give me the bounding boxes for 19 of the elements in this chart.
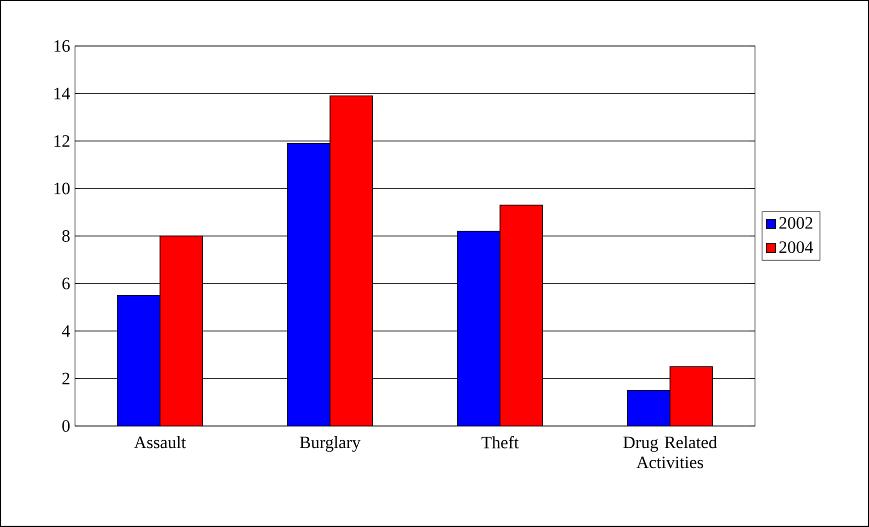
legend-label: 2002 (779, 217, 812, 229)
x-tick-label: Burglary (300, 436, 361, 452)
y-tick-label: 4 (62, 325, 70, 337)
y-tick-label: 12 (54, 135, 70, 147)
legend-label: 2004 (779, 241, 814, 254)
bar (117, 294, 160, 426)
y-tick-label: 14 (54, 88, 70, 100)
y-tick-label: 10 (54, 182, 70, 194)
y-tick-label: 2 (62, 372, 70, 384)
bar (287, 142, 330, 426)
y-tick-label: 16 (54, 40, 70, 52)
x-tick-label: Assault (134, 436, 186, 448)
x-tick-label: Theft (482, 436, 519, 448)
y-tick-label: 0 (62, 420, 70, 432)
x-tick-label: Drug Related Activities (623, 436, 717, 468)
y-tick-label: 8 (62, 230, 70, 242)
bar (457, 230, 500, 426)
bar (627, 390, 670, 426)
y-tick-label: 6 (62, 278, 70, 290)
